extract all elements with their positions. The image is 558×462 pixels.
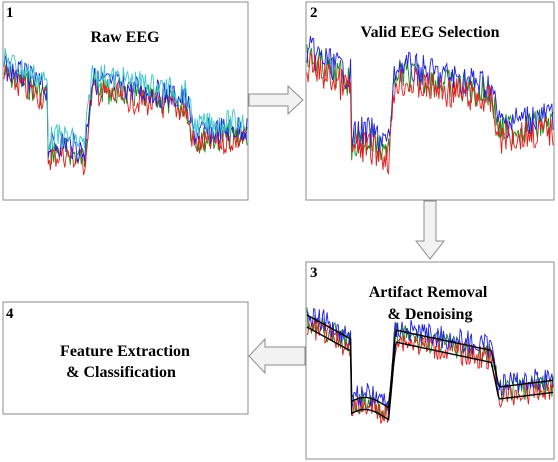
panel-raw-eeg: 1 Raw EEG <box>2 1 249 201</box>
arrow-right-1-to-2 <box>248 84 304 116</box>
panel-number-3: 3 <box>310 265 318 281</box>
panel-title-artifact-line1: Artifact Removal <box>369 284 488 301</box>
panel-raw-eeg-border <box>2 1 249 201</box>
panel-number-4: 4 <box>6 306 14 322</box>
eeg-trace <box>306 51 554 176</box>
panel-title-feature-line2: & Classification <box>66 364 176 381</box>
denoised-eeg-signals <box>306 307 554 424</box>
eeg-trace <box>3 47 248 152</box>
valid-eeg-signals <box>306 36 554 176</box>
panel-title-feature-line1: Feature Extraction <box>60 343 190 360</box>
eeg-trace <box>306 326 554 421</box>
eeg-trace <box>3 66 248 176</box>
panel-number-2: 2 <box>310 5 318 21</box>
eeg-trace <box>306 314 554 409</box>
panel-feature-extraction-border <box>2 301 249 415</box>
panel-number-1: 1 <box>6 5 14 21</box>
panel-title-valid-eeg: Valid EEG Selection <box>361 24 500 41</box>
panel-valid-eeg-border <box>305 1 555 201</box>
panel-artifact-removal-border <box>305 261 555 460</box>
panel-artifact-removal: 3 Artifact Removal & Denoising <box>305 261 555 460</box>
arrow-down-2-to-3 <box>414 200 446 260</box>
raw-eeg-signals <box>3 47 248 176</box>
eeg-trace <box>306 308 554 415</box>
eeg-trace <box>306 36 554 152</box>
panel-title-raw-eeg: Raw EEG <box>91 29 160 46</box>
arrow-left-3-to-4 <box>248 337 306 375</box>
panel-title-artifact-line2: & Denoising <box>388 306 473 323</box>
panel-valid-eeg-selection: 2 Valid EEG Selection <box>305 1 555 201</box>
panel-feature-extraction: 4 Feature Extraction & Classification <box>2 301 249 415</box>
